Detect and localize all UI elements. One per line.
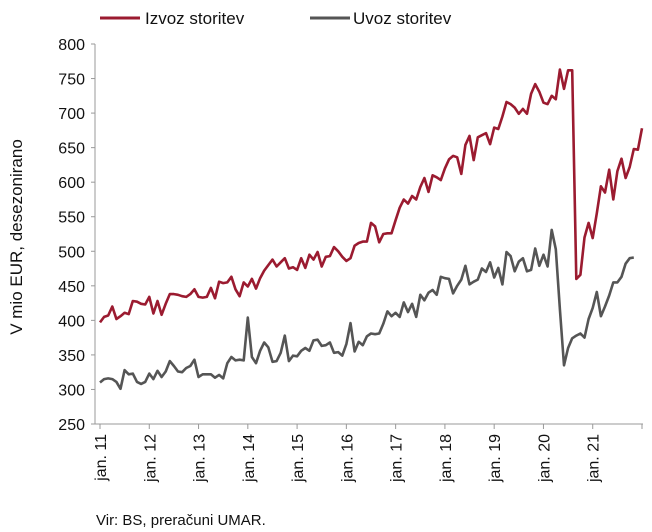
legend-label-uvoz: Uvoz storitev [353, 9, 452, 28]
x-tick-label: jan. 14 [241, 434, 258, 483]
series-line-uvoz [99, 228, 635, 391]
series-line-izvoz [98, 68, 644, 324]
x-tick-label: jan. 18 [438, 434, 455, 483]
x-tick-label: jan. 17 [389, 434, 406, 483]
y-tick-label: 350 [58, 348, 85, 365]
source-note: Vir: BS, preračuni UMAR. [96, 512, 266, 529]
x-tick-label: jan. 21 [586, 434, 603, 483]
x-tick-label: jan. 11 [93, 434, 110, 482]
y-axis-title: V mio EUR, desezonirano [7, 139, 26, 335]
y-tick-label: 800 [58, 37, 85, 54]
x-tick-label: jan. 13 [192, 434, 209, 483]
y-tick-label: 550 [58, 210, 85, 227]
series-lines [98, 68, 644, 391]
y-tick-label: 300 [58, 382, 85, 399]
y-tick-label: 650 [58, 141, 85, 158]
x-tick-label: jan. 19 [487, 434, 504, 483]
x-tick-label: jan. 15 [290, 434, 307, 483]
legend-label-izvoz: Izvoz storitev [145, 9, 245, 28]
y-tick-label: 700 [58, 106, 85, 123]
y-tick-label: 250 [58, 417, 85, 434]
x-axis-ticks: jan. 11 jan. 12 jan. 13 jan. 14 jan. 15 jan. … [93, 424, 643, 483]
y-axis-ticks: 250 300 350 400 450 500 550 600 650 700 750 800 [58, 37, 95, 434]
x-tick-label: jan. 20 [536, 434, 553, 483]
y-tick-label: 750 [58, 72, 85, 89]
y-tick-label: 500 [58, 244, 85, 261]
x-tick-label: jan. 16 [339, 434, 356, 483]
x-tick-label: jan. 12 [142, 434, 159, 483]
y-tick-label: 450 [58, 279, 85, 296]
legend: Izvoz storitev Uvoz storitev [100, 9, 452, 28]
y-tick-label: 600 [58, 175, 85, 192]
y-tick-label: 400 [58, 313, 85, 330]
